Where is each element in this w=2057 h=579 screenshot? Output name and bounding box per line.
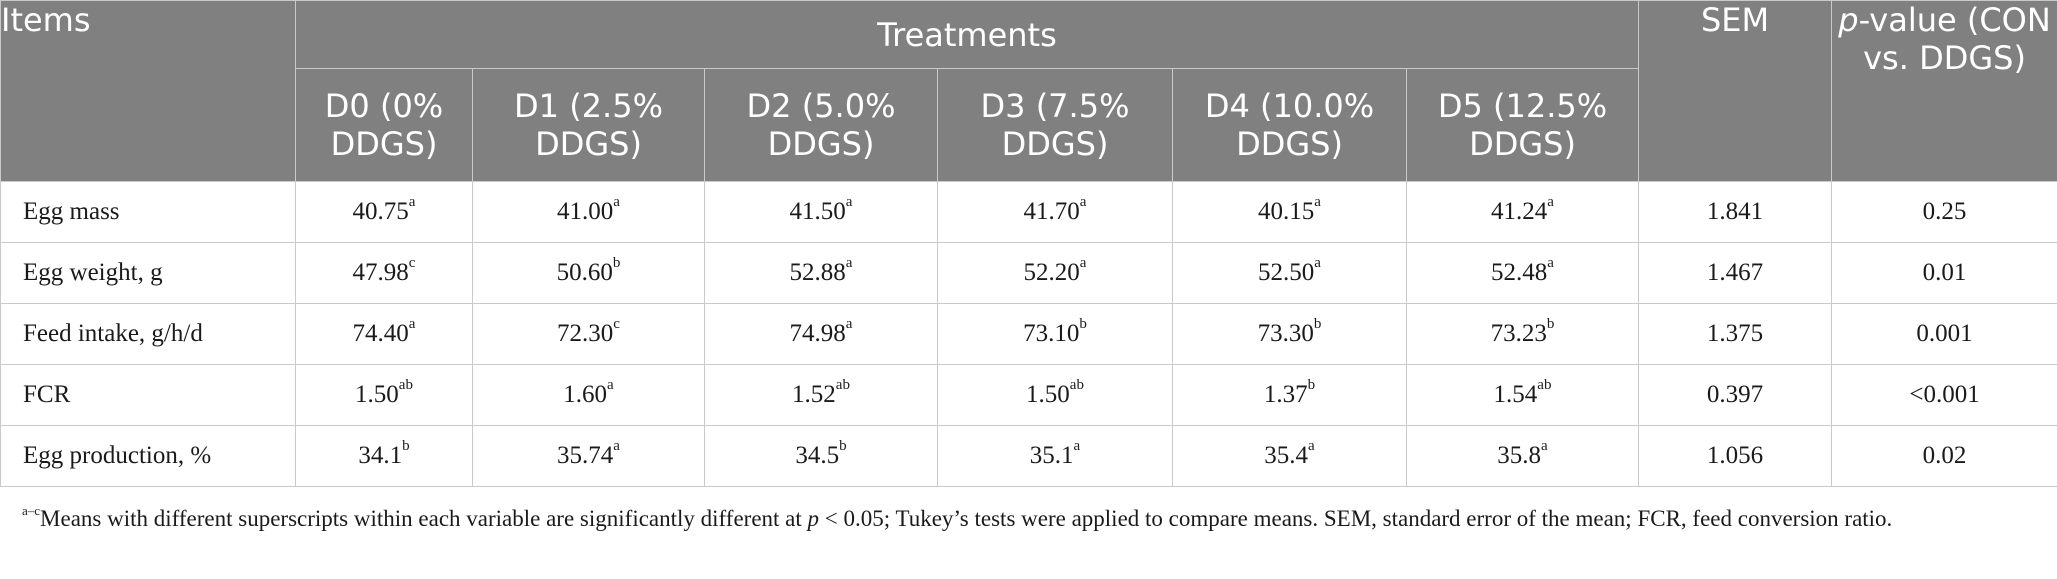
cell-value: 1.52ab	[704, 364, 938, 426]
cell-value: 74.98a	[704, 303, 938, 365]
cell-value: 34.5b	[704, 425, 938, 487]
cell-value: 73.10b	[937, 303, 1173, 365]
header-d2: D2 (5.0% DDGS)	[704, 68, 938, 182]
header-d3: D3 (7.5% DDGS)	[937, 68, 1173, 182]
cell-value: 1.60a	[472, 364, 705, 426]
cell-value: 1.50ab	[937, 364, 1173, 426]
table-row: Egg production, % 34.1b 35.74a 34.5b 35.…	[0, 425, 2057, 487]
cell-value: 72.30c	[472, 303, 705, 365]
cell-value: 40.75a	[295, 181, 473, 243]
cell-value: 47.98c	[295, 242, 473, 304]
cell-value: 50.60b	[472, 242, 705, 304]
header-d0: D0 (0% DDGS)	[295, 68, 473, 182]
header-sem: SEM	[1638, 0, 1833, 182]
cell-value: 41.50a	[704, 181, 938, 243]
cell-value: 1.54ab	[1405, 364, 1640, 426]
cell-value: 35.4a	[1172, 425, 1407, 487]
cell-value: 73.23b	[1405, 303, 1640, 365]
cell-value: 52.48a	[1405, 242, 1640, 304]
cell-value: 52.88a	[704, 242, 938, 304]
row-label: Feed intake, g/h/d	[0, 303, 296, 365]
cell-value: 1.50ab	[295, 364, 473, 426]
table-row: Egg mass 40.75a 41.00a 41.50a 41.70a 40.…	[0, 181, 2057, 243]
table-body: Egg mass 40.75a 41.00a 41.50a 41.70a 40.…	[0, 181, 2057, 487]
row-label: Egg weight, g	[0, 242, 296, 304]
cell-sem: 1.467	[1638, 242, 1833, 304]
cell-value: 73.30b	[1172, 303, 1407, 365]
row-label: FCR	[0, 364, 296, 426]
cell-value: 34.1b	[295, 425, 473, 487]
cell-p-value: <0.001	[1831, 364, 2057, 426]
cell-value: 1.37b	[1172, 364, 1407, 426]
cell-p-value: 0.001	[1831, 303, 2057, 365]
cell-p-value: 0.25	[1831, 181, 2057, 243]
cell-value: 41.70a	[937, 181, 1173, 243]
cell-sem: 1.841	[1638, 181, 1833, 243]
results-table: Items Treatments SEM p-value (CON vs. DD…	[0, 0, 2057, 487]
header-p-value: p-value (CON vs. DDGS)	[1831, 0, 2057, 182]
cell-value: 52.50a	[1172, 242, 1407, 304]
table-row: Feed intake, g/h/d 74.40a 72.30c 74.98a …	[0, 303, 2057, 365]
cell-value: 41.24a	[1405, 181, 1640, 243]
table-row: Egg weight, g 47.98c 50.60b 52.88a 52.20…	[0, 242, 2057, 304]
header-d4: D4 (10.0% DDGS)	[1172, 68, 1407, 182]
cell-value: 40.15a	[1172, 181, 1407, 243]
table-row: FCR 1.50ab 1.60a 1.52ab 1.50ab 1.37b 1.5…	[0, 364, 2057, 426]
header-treatments: Treatments	[294, 0, 1640, 69]
cell-value: 74.40a	[295, 303, 473, 365]
row-label: Egg mass	[0, 181, 296, 243]
header-items: Items	[0, 0, 296, 182]
cell-p-value: 0.02	[1831, 425, 2057, 487]
header-d1: D1 (2.5% DDGS)	[472, 68, 705, 182]
table-header: Items Treatments SEM p-value (CON vs. DD…	[0, 0, 2057, 182]
table-footnote: a–cMeans with different superscripts wit…	[22, 503, 1893, 531]
cell-sem: 1.375	[1638, 303, 1833, 365]
row-label: Egg production, %	[0, 425, 296, 487]
cell-value: 35.74a	[472, 425, 705, 487]
cell-value: 52.20a	[937, 242, 1173, 304]
header-d5: D5 (12.5% DDGS)	[1405, 68, 1640, 182]
cell-value: 35.1a	[937, 425, 1173, 487]
cell-value: 41.00a	[472, 181, 705, 243]
cell-sem: 1.056	[1638, 425, 1833, 487]
cell-p-value: 0.01	[1831, 242, 2057, 304]
cell-value: 35.8a	[1405, 425, 1640, 487]
cell-sem: 0.397	[1638, 364, 1833, 426]
